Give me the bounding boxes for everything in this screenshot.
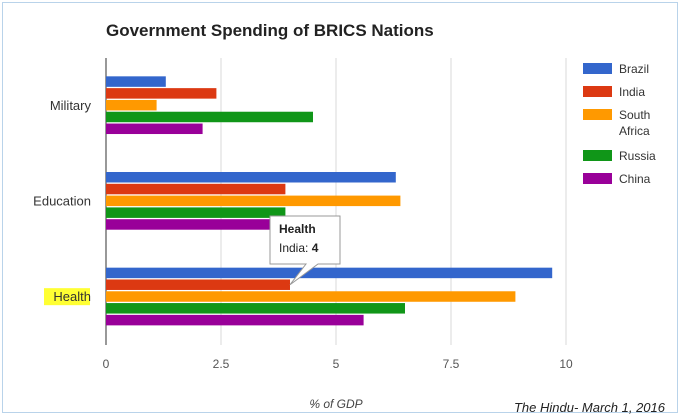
- tooltip: Health India: 4: [269, 215, 341, 286]
- bar: [106, 99, 157, 111]
- legend-label: Africa: [619, 124, 650, 138]
- bar: [106, 76, 166, 87]
- tooltip-body: India: 4: [279, 241, 319, 255]
- category-labels: Military Education Health: [33, 98, 92, 306]
- legend-label: China: [619, 172, 651, 186]
- bars: [106, 76, 553, 326]
- legend-label: India: [619, 85, 645, 99]
- bar: [106, 207, 286, 218]
- legend-label: Brazil: [619, 62, 649, 76]
- chart-title: Government Spending of BRICS Nations: [106, 21, 434, 40]
- x-tick-label: 7.5: [443, 357, 460, 371]
- x-tick-labels: 0 2.5 5 7.5 10: [103, 357, 573, 371]
- category-label: Education: [33, 194, 91, 209]
- legend-label: South: [619, 108, 650, 122]
- category-label: Military: [50, 98, 92, 113]
- x-tick-label: 0: [103, 357, 110, 371]
- bar: [106, 88, 217, 99]
- x-tick-label: 5: [333, 357, 340, 371]
- bar: [106, 303, 405, 314]
- x-axis-title: % of GDP: [309, 397, 362, 411]
- legend-swatch: [583, 150, 612, 161]
- legend-swatch: [583, 86, 612, 97]
- legend: Brazil India South Africa Russia China: [583, 62, 656, 186]
- x-tick-label: 10: [559, 357, 573, 371]
- source-note: The Hindu- March 1, 2016: [514, 400, 666, 415]
- bar: [106, 123, 203, 135]
- x-tick-label: 2.5: [213, 357, 230, 371]
- bar: [106, 314, 364, 326]
- tooltip-title: Health: [279, 222, 316, 236]
- bar: [106, 183, 286, 195]
- tooltip-box: [269, 215, 341, 286]
- bar: [106, 111, 313, 123]
- bar: [106, 195, 401, 207]
- bar: [106, 291, 516, 302]
- bar: [106, 267, 553, 279]
- legend-swatch: [583, 173, 612, 184]
- tooltip-value: 4: [312, 241, 319, 255]
- legend-swatch: [583, 63, 612, 74]
- category-label: Health: [53, 289, 91, 304]
- category-highlight: [44, 288, 90, 306]
- legend-label: Russia: [619, 149, 656, 163]
- legend-swatch: [583, 109, 612, 120]
- tooltip-label: India:: [279, 241, 312, 255]
- bar: [106, 172, 396, 183]
- bar: [106, 219, 272, 230]
- bar: [106, 279, 290, 290]
